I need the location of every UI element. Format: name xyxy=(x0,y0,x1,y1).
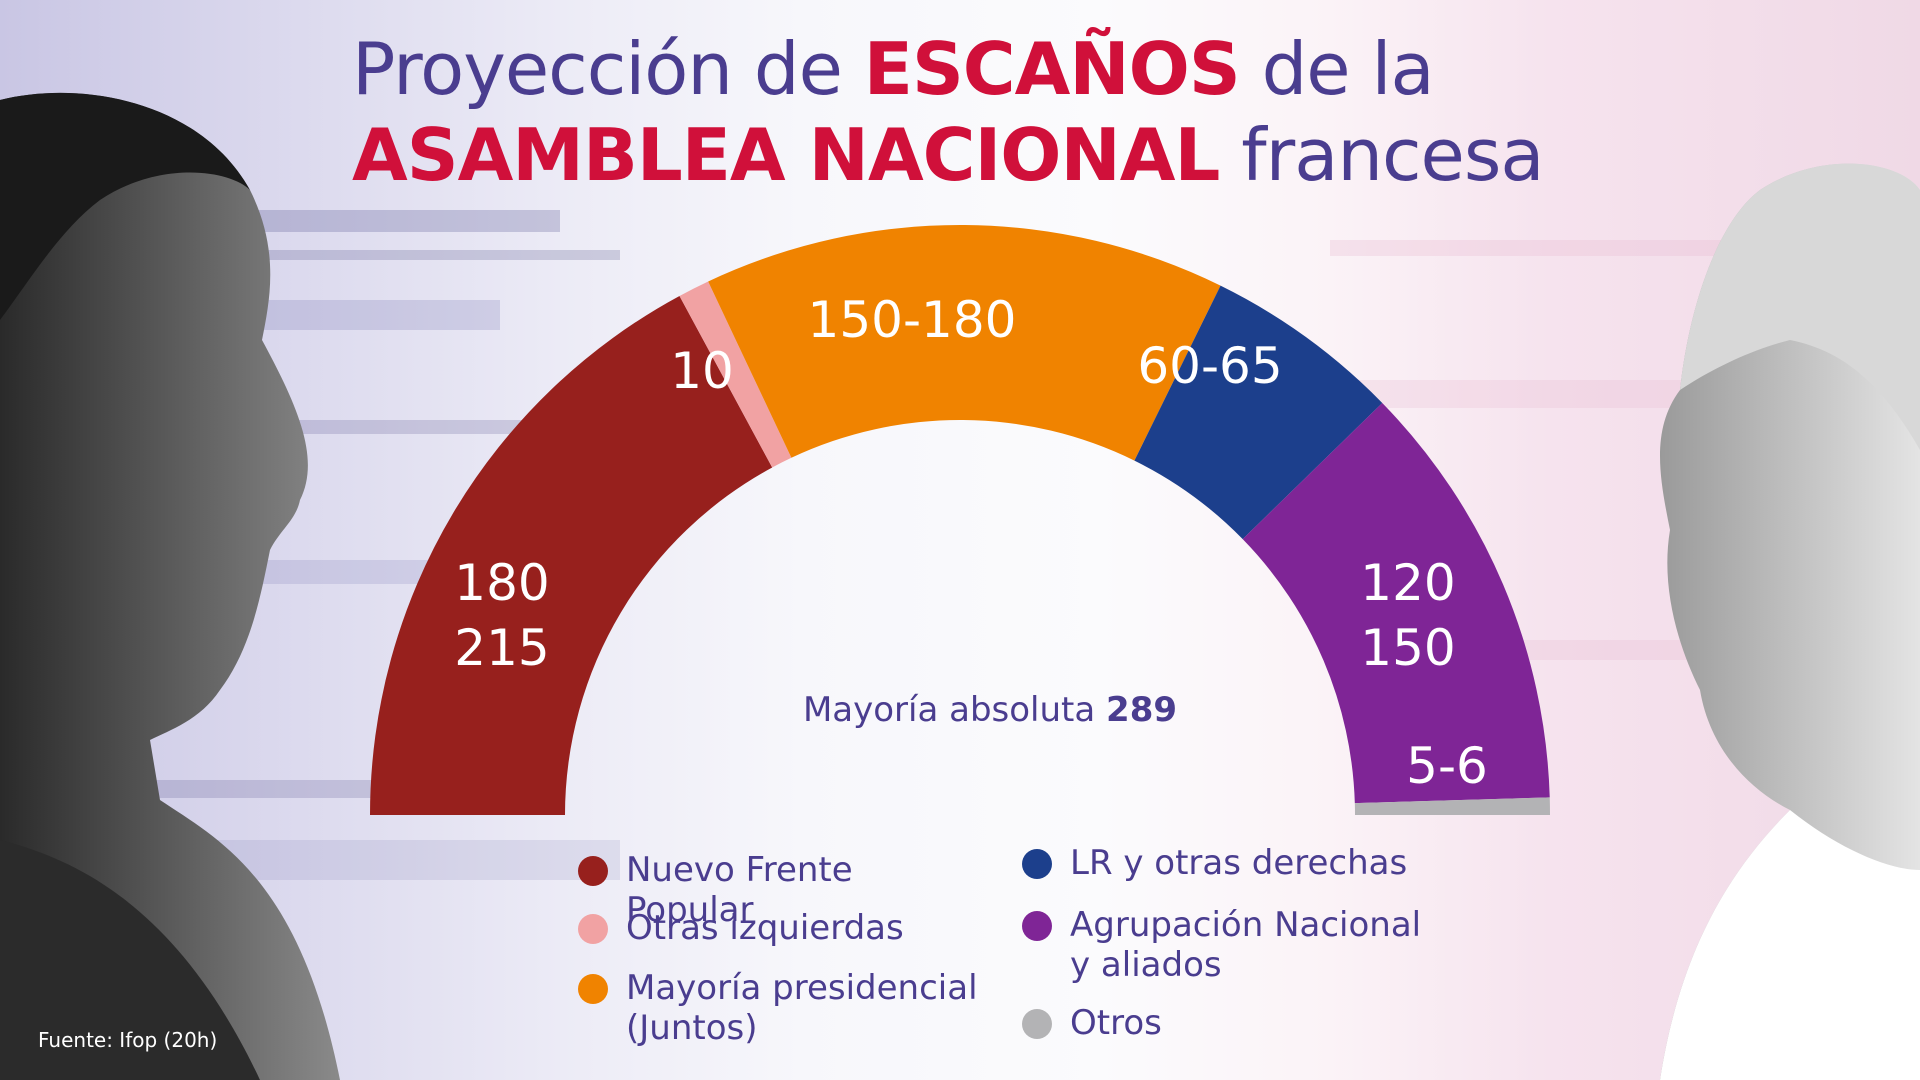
legend-item: Otras izquierdas xyxy=(578,908,986,948)
legend-item: Nuevo Frente Popular xyxy=(578,850,986,930)
slice-lr-y-otras-derechas xyxy=(1134,285,1383,540)
legend-swatch xyxy=(1022,911,1052,941)
legend-item: Agrupación Nacional y aliados xyxy=(1022,905,1430,985)
slice-label: 150 xyxy=(1360,619,1455,677)
legend-swatch xyxy=(1022,849,1052,879)
legend-swatch xyxy=(578,914,608,944)
legend-swatch xyxy=(578,974,608,1004)
legend-item: LR y otras derechas xyxy=(1022,843,1430,883)
slice-agrupación-nacional xyxy=(1242,402,1550,804)
page-title: Proyección de ESCAÑOS de la ASAMBLEA NAC… xyxy=(352,26,1652,198)
title-line-1: Proyección de ESCAÑOS de la xyxy=(352,27,1435,111)
legend-item: Mayoría presidencial (Juntos) xyxy=(578,968,986,1048)
legend-label: Nuevo Frente Popular xyxy=(626,850,853,930)
legend-item: Otros xyxy=(1022,1003,1430,1043)
left-portrait xyxy=(0,92,340,1080)
slice-nuevo-frente-popular xyxy=(370,295,773,815)
right-portrait xyxy=(1660,163,1920,1080)
majority-label: Mayoría absoluta 289 xyxy=(802,690,1178,730)
slice-otros xyxy=(1354,797,1550,815)
slice-mayoría-presidencial xyxy=(708,225,1221,461)
legend-label: Otros xyxy=(1070,1003,1162,1043)
slice-label: 180 xyxy=(454,554,549,612)
slice-label: 120 xyxy=(1360,554,1455,612)
slice-label: 60-65 xyxy=(1137,337,1282,395)
legend-label: Mayoría presidencial (Juntos) xyxy=(626,968,978,1048)
source-note: Fuente: Ifop (20h) xyxy=(38,1028,218,1052)
legend-label: Agrupación Nacional y aliados xyxy=(1070,905,1422,985)
slice-label: 10 xyxy=(670,342,734,400)
slice-label: 5-6 xyxy=(1406,737,1488,795)
legend-swatch xyxy=(578,856,608,886)
slice-otras-izquierdas xyxy=(679,281,792,468)
title-line-2: ASAMBLEA NACIONAL francesa xyxy=(352,113,1544,197)
slice-label: 215 xyxy=(454,619,549,677)
legend-label: Otras izquierdas xyxy=(626,908,904,948)
slice-label: 150-180 xyxy=(808,291,1017,349)
legend-label: LR y otras derechas xyxy=(1070,843,1408,883)
legend-swatch xyxy=(1022,1009,1052,1039)
